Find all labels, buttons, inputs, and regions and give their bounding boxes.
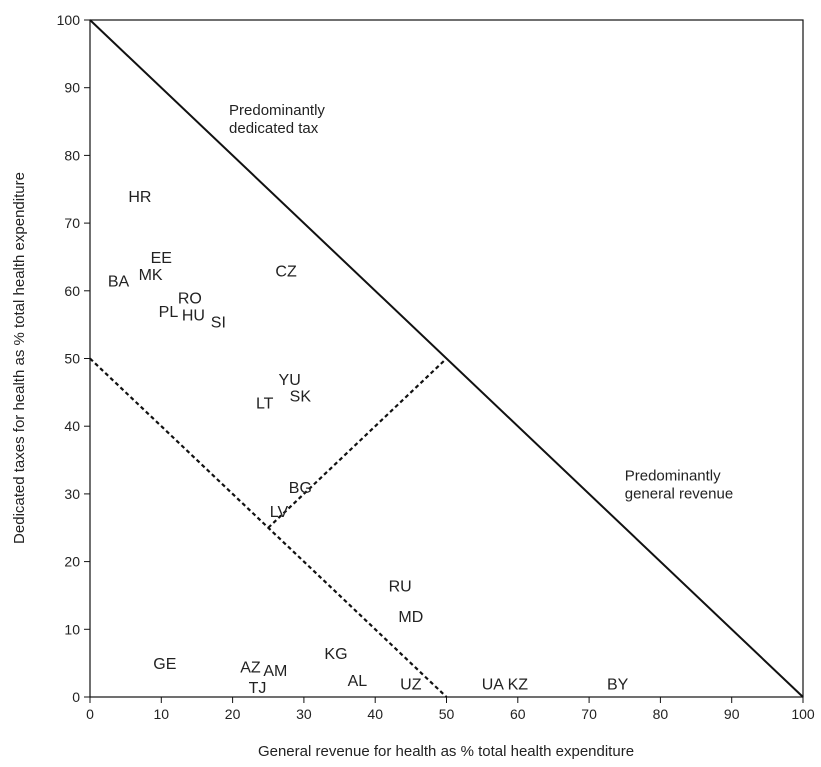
dashed-line-2 [267, 357, 448, 529]
data-point-al: AL [348, 673, 368, 690]
annotation-text: Predominantly [229, 102, 325, 119]
data-point-lv: LV [270, 504, 289, 521]
y-tick-label: 90 [64, 80, 80, 96]
data-point-ro: RO [178, 291, 202, 308]
data-point-kg: KG [324, 646, 347, 663]
y-tick-label: 50 [64, 351, 80, 367]
y-tick-label: 70 [64, 215, 80, 231]
annotation-text: Predominantly [625, 467, 721, 484]
data-point-az: AZ [240, 660, 261, 677]
data-point-sk: SK [290, 389, 312, 406]
data-point-uz: UZ [400, 676, 422, 693]
data-point-mk: MK [139, 267, 163, 284]
x-tick-label: 60 [510, 706, 526, 722]
data-point-by: BY [607, 676, 629, 693]
x-tick-label: 40 [367, 706, 383, 722]
data-point-md: MD [398, 609, 423, 626]
data-point-ru: RU [389, 578, 412, 595]
y-tick-label: 10 [64, 621, 80, 637]
data-point-ba: BA [108, 274, 130, 291]
x-tick-label: 90 [724, 706, 740, 722]
data-point-ee: EE [151, 250, 172, 267]
x-tick-label: 20 [225, 706, 241, 722]
x-tick-label: 0 [86, 706, 94, 722]
data-point-yu: YU [279, 372, 301, 389]
y-tick-label: 60 [64, 283, 80, 299]
annotation-text: dedicated tax [229, 120, 319, 137]
y-tick-label: 0 [72, 689, 80, 705]
reference-lines [89, 19, 804, 698]
x-tick-label: 50 [439, 706, 455, 722]
x-tick-label: 70 [581, 706, 597, 722]
y-tick-label: 20 [64, 554, 80, 570]
y-axis-title: Dedicated taxes for health as % total he… [11, 172, 28, 544]
x-tick-label: 100 [791, 706, 815, 722]
x-tick-label: 30 [296, 706, 312, 722]
y-tick-label: 80 [64, 147, 80, 163]
data-point-hu: HU [182, 307, 205, 324]
x-tick-label: 10 [154, 706, 170, 722]
data-point-ua: UA [482, 676, 505, 693]
data-point-si: SI [211, 314, 226, 331]
x-tick-label: 80 [653, 706, 669, 722]
y-tick-label: 30 [64, 486, 80, 502]
data-point-ge: GE [153, 656, 176, 673]
data-point-lt: LT [256, 396, 274, 413]
y-tick-label: 40 [64, 418, 80, 434]
data-point-pl: PL [159, 304, 179, 321]
y-tick-label: 100 [57, 12, 81, 28]
data-point-am: AM [263, 663, 287, 680]
data-point-cz: CZ [275, 263, 297, 280]
y-axis: 0 10 20 30 40 50 60 70 80 90 100 [57, 12, 90, 705]
annotation-text: general revenue [625, 485, 733, 502]
data-point-bg: BG [289, 480, 312, 497]
data-point-hr: HR [128, 189, 151, 206]
x-axis-title: General revenue for health as % total he… [258, 743, 634, 760]
x-axis: 0 10 20 30 40 50 60 70 80 90 100 [86, 697, 815, 722]
data-point-kz: KZ [508, 676, 529, 693]
data-point-tj: TJ [249, 680, 267, 697]
